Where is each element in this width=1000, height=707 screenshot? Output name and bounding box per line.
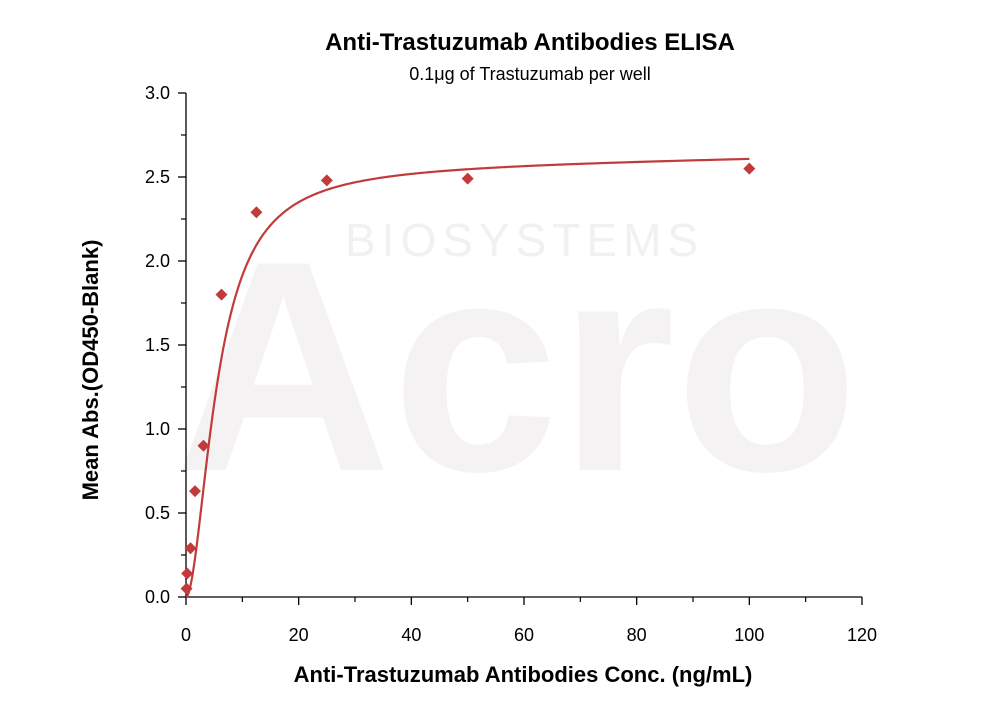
data-point (320, 174, 333, 187)
watermark: Acro BIOSYSTEMS (175, 198, 859, 534)
data-point (215, 288, 228, 301)
x-tick-label: 100 (734, 625, 764, 645)
data-point (743, 162, 756, 175)
x-axis-label: Anti-Trastuzumab Antibodies Conc. (ng/mL… (294, 662, 753, 687)
y-tick-label: 0.0 (145, 587, 170, 607)
data-point (461, 172, 474, 185)
watermark-sub: BIOSYSTEMS (345, 214, 704, 266)
watermark-brand: Acro (175, 198, 859, 534)
x-tick-label: 40 (401, 625, 421, 645)
data-points (180, 162, 756, 595)
data-point (197, 439, 210, 452)
y-axis-ticks: 0.0 0.5 1.0 1.5 2.0 2.5 3.0 (145, 83, 186, 607)
y-tick-label: 2.0 (145, 251, 170, 271)
x-tick-label: 60 (514, 625, 534, 645)
data-point (184, 542, 197, 555)
fit-curve (185, 157, 750, 598)
data-point (180, 582, 193, 595)
y-tick-label: 2.5 (145, 167, 170, 187)
data-point (189, 485, 202, 498)
data-point (181, 567, 194, 580)
data-point (250, 206, 263, 219)
y-tick-label: 3.0 (145, 83, 170, 103)
y-tick-label: 1.5 (145, 335, 170, 355)
x-axis-ticks: 0 20 40 60 80 100 120 (181, 597, 877, 645)
y-tick-label: 1.0 (145, 419, 170, 439)
x-tick-label: 0 (181, 625, 191, 645)
x-tick-label: 80 (627, 625, 647, 645)
x-tick-label: 120 (847, 625, 877, 645)
y-axis-label: Mean Abs.(OD450-Blank) (78, 240, 103, 501)
x-tick-label: 20 (289, 625, 309, 645)
chart-title: Anti-Trastuzumab Antibodies ELISA (325, 29, 735, 56)
chart-subtitle: 0.1μg of Trastuzumab per well (409, 64, 651, 84)
y-tick-label: 0.5 (145, 503, 170, 523)
